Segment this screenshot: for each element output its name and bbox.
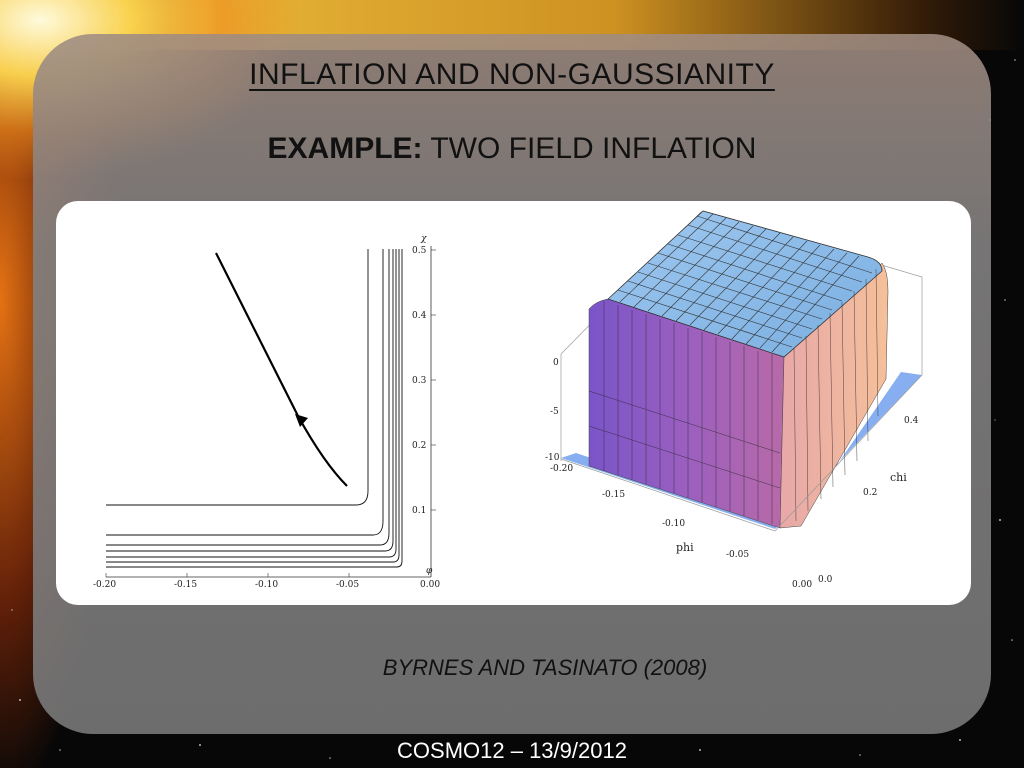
citation-caption: BYRNES AND TASINATO (2008): [382, 655, 708, 680]
slide-title: INFLATION AND NON-GAUSSIANITY: [0, 58, 1024, 92]
figure-panel: -0.20 -0.15 -0.10 -0.05 0.00 0.1 0.2 0.3…: [56, 201, 971, 605]
chi-tick-label: 0.4: [904, 416, 919, 426]
inflation-trajectory: [215, 252, 348, 487]
z-tick-label: -5: [550, 407, 559, 417]
subtitle-rest: TWO FIELD INFLATION: [422, 132, 757, 165]
contour-plot: -0.20 -0.15 -0.10 -0.05 0.00 0.1 0.2 0.3…: [93, 234, 440, 590]
phi-axis-label: phi: [676, 541, 694, 554]
y-tick-label: 0.2: [412, 441, 426, 451]
x-tick-label: -0.20: [93, 580, 116, 590]
trajectory-arrow-icon: [295, 414, 308, 427]
phi-tick-label: -0.05: [726, 550, 749, 560]
y-tick-label: 0.3: [412, 376, 427, 386]
y-axis-symbol: χ: [420, 234, 427, 244]
surface-plot: 0 -5 -10 -0.20 -0.15 -0.10 -0.05 0.00 0.…: [545, 210, 923, 590]
y-tick-label: 0.4: [412, 311, 427, 321]
chi-tick-label: 0.2: [863, 488, 877, 498]
x-tick-label: -0.10: [255, 580, 278, 590]
y-tick-label: 0.5: [412, 246, 427, 256]
x-tick-label: -0.15: [174, 580, 197, 590]
z-tick-label: 0: [553, 358, 559, 368]
chi-axis-label: chi: [890, 471, 907, 484]
subtitle-bold: EXAMPLE:: [267, 132, 423, 165]
z-tick-label: -10: [545, 453, 560, 463]
phi-tick-label: -0.10: [662, 519, 685, 529]
phi-tick-label: 0.00: [792, 580, 812, 590]
slide-subtitle: EXAMPLE: TWO FIELD INFLATION: [0, 132, 1024, 166]
slide-title-text: INFLATION AND NON-GAUSSIANITY: [249, 58, 775, 91]
surface-floor: [561, 372, 922, 529]
x-tick-label: 0.00: [420, 580, 440, 590]
footer-text: COSMO12 – 13/9/2012: [397, 738, 627, 763]
x-axis-symbol: φ: [426, 566, 433, 576]
y-tick-label: 0.1: [412, 506, 426, 516]
phi-tick-label: -0.15: [602, 490, 625, 500]
phi-tick-label: -0.20: [550, 464, 573, 474]
x-tick-label: -0.05: [336, 580, 359, 590]
chi-tick-label: 0.0: [818, 575, 833, 585]
